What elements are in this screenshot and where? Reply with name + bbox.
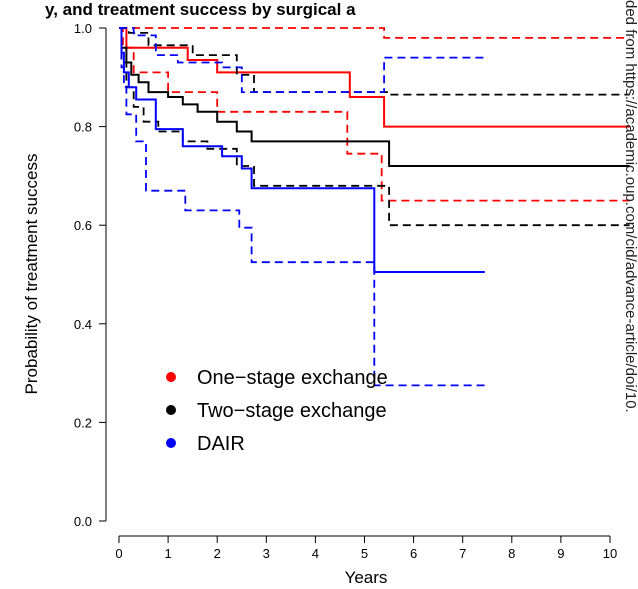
- y-tick-label: 1.0: [74, 21, 92, 36]
- x-tick-label: 0: [115, 546, 122, 561]
- legend-dot-dair: [166, 438, 176, 448]
- x-tick-label: 3: [263, 546, 270, 561]
- x-tick-label: 5: [361, 546, 368, 561]
- one-stage-survival-line: [119, 27, 630, 128]
- legend-dot-two-stage: [166, 405, 176, 415]
- side-watermark-text: ded from https://academic.oup.com/cid/ad…: [622, 0, 638, 413]
- y-tick-label: 0.6: [74, 218, 92, 233]
- x-tick-label: 2: [214, 546, 221, 561]
- y-tick-label: 0.2: [74, 415, 92, 430]
- x-ticks: 0 1 2 3 4 5 6 7 8 9 10: [115, 536, 617, 561]
- x-tick-label: 6: [410, 546, 417, 561]
- legend: One−stage exchange Two−stage exchange DA…: [166, 367, 388, 455]
- legend-item-dair: DAIR: [166, 433, 245, 455]
- legend-label-dair: DAIR: [197, 433, 245, 455]
- legend-label-two-stage: Two−stage exchange: [197, 400, 387, 422]
- legend-dot-one-stage: [166, 372, 176, 382]
- x-tick-label: 4: [312, 546, 319, 561]
- legend-label-one-stage: One−stage exchange: [197, 367, 388, 389]
- one-stage-lower-ci-line: [119, 27, 630, 202]
- y-ticks: 0.0 0.2 0.4 0.6 0.8 1.0: [74, 21, 106, 529]
- two-stage-survival-line: [119, 27, 630, 167]
- plot-area: 0 1 2 3 4 5 6 7 8 9 10 0.0 0.2 0.4 0.6 0.8 1.0: [74, 21, 630, 561]
- x-tick-label: 7: [459, 546, 466, 561]
- legend-item-two-stage: Two−stage exchange: [166, 400, 387, 422]
- y-tick-label: 0.8: [74, 120, 92, 135]
- x-tick-label: 8: [508, 546, 515, 561]
- series-layer: [119, 27, 630, 387]
- x-axis-title: Years: [345, 568, 388, 587]
- x-tick-label: 9: [557, 546, 564, 561]
- two-stage-upper-ci-line: [119, 27, 630, 96]
- chart-title: y, and treatment success by surgical a: [45, 0, 356, 19]
- x-tick-label: 10: [603, 546, 617, 561]
- y-axis-title: Probability of treatment success: [22, 154, 41, 395]
- legend-item-one-stage: One−stage exchange: [166, 367, 388, 389]
- y-tick-label: 0.0: [74, 514, 92, 529]
- x-tick-label: 1: [164, 546, 171, 561]
- dair-upper-ci-line: [119, 27, 485, 93]
- dair-survival-line: [119, 27, 485, 273]
- one-stage-upper-ci-line: [119, 27, 630, 39]
- two-stage-lower-ci-line: [119, 27, 630, 227]
- y-tick-label: 0.4: [74, 317, 92, 332]
- dair-lower-ci-line: [119, 27, 485, 387]
